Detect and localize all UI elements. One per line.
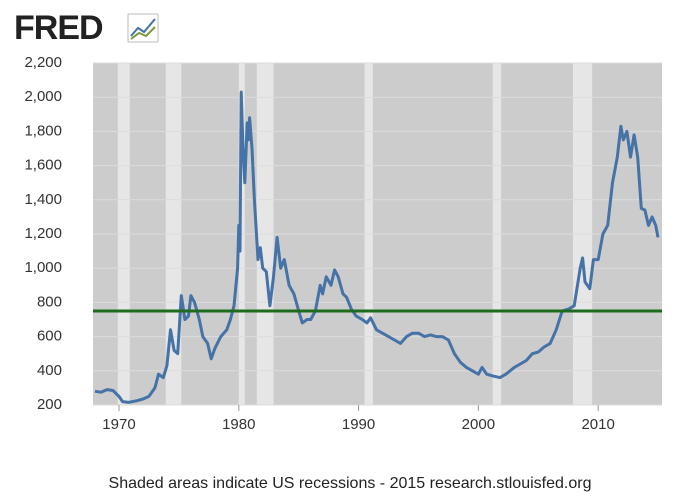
footnote: Shaded areas indicate US recessions - 20…	[109, 475, 592, 492]
y-tick-label: 1,200	[24, 225, 62, 242]
y-tick-label: 1,600	[24, 157, 62, 174]
y-tick-label: 600	[37, 328, 62, 345]
x-tick-label: 2010	[581, 416, 614, 433]
y-tick-label: 1,800	[24, 122, 62, 139]
x-tick-label: 2000	[462, 416, 495, 433]
logo-icon	[127, 13, 159, 43]
data-line	[94, 90, 660, 404]
y-tick-label: 800	[37, 293, 62, 310]
y-tick-label: 2,000	[24, 88, 62, 105]
x-tick-label: 1980	[222, 416, 255, 433]
y-tick-label: 400	[37, 362, 62, 379]
logo: FRED	[14, 9, 103, 47]
y-tick-label: 1,400	[24, 191, 62, 208]
y-tick-label: 1,000	[24, 259, 62, 276]
y-tick-label: 2,200	[24, 54, 62, 71]
x-tick-label: 1990	[342, 416, 375, 433]
y-tick-label: 200	[37, 396, 62, 413]
x-tick-label: 1970	[102, 416, 135, 433]
